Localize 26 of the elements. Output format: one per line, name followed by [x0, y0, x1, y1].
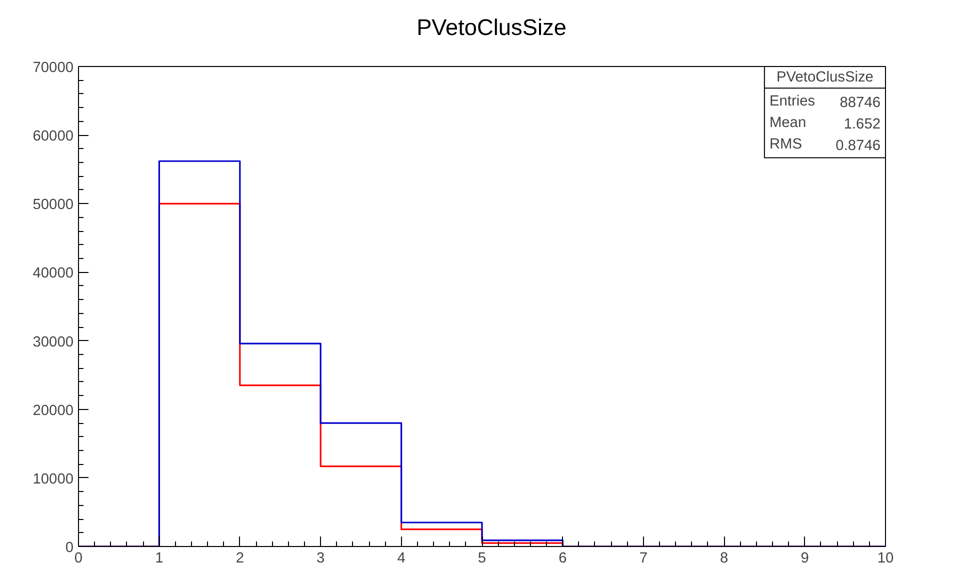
y-tick-label: 10000: [32, 471, 74, 488]
y-tick-label: 30000: [32, 334, 74, 350]
y-tick-label: 40000: [32, 266, 74, 282]
y-tick-label: 50000: [32, 197, 74, 214]
x-tick-label: 3: [316, 550, 325, 565]
x-tick-label: 5: [478, 550, 486, 565]
annotation: Mean: [769, 114, 806, 131]
annotation: PVetoClusSize: [776, 69, 874, 86]
annotation: 0.8746: [836, 138, 880, 154]
annotation: 1.652: [844, 116, 881, 132]
annotation: Entries: [769, 93, 816, 110]
x-tick-label: 2: [236, 550, 244, 565]
x-tick-label: 6: [558, 550, 567, 565]
y-tick-label: 60000: [32, 128, 74, 145]
x-tick-label: 1: [155, 550, 164, 565]
x-tick-label: 7: [639, 550, 648, 565]
y-tick-label: 70000: [32, 60, 74, 76]
x-tick-label: 9: [800, 550, 809, 565]
chart-title: PVetoClusSize: [416, 13, 566, 42]
x-tick-label: 8: [720, 550, 728, 565]
x-tick-label: 10: [877, 550, 894, 565]
annotation: 88746: [840, 94, 881, 111]
annotation: RMS: [769, 136, 802, 152]
x-tick-label: 0: [74, 550, 83, 565]
x-tick-label: 4: [397, 550, 406, 565]
y-tick-label: 20000: [32, 402, 74, 419]
